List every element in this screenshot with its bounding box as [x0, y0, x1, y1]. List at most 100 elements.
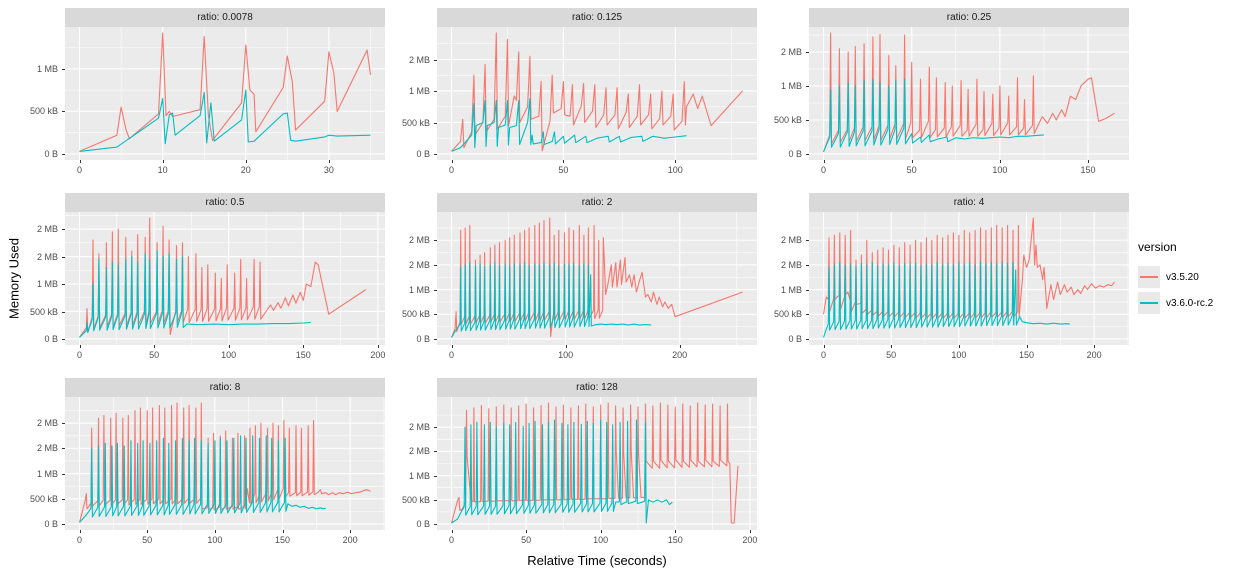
y-tick-label: 500 kB [29, 493, 58, 504]
y-tick-label: 2 MB [36, 418, 58, 429]
y-tick-label: 1 MB [780, 81, 802, 91]
x-tick-mark [1094, 345, 1096, 348]
x-tick-mark [79, 345, 81, 348]
y-tick-mark [62, 524, 65, 525]
y-tick-label: 1 MB [36, 468, 58, 479]
x-tick-label: 100 [992, 165, 1008, 175]
series-line-v3.6.0-rc.2 [451, 419, 673, 524]
y-tick-mark [434, 427, 437, 429]
y-tick-label: 2 MB [36, 224, 58, 234]
facet-strip-label: ratio: 0.125 [571, 12, 623, 23]
y-tick-label: 2 MB [780, 47, 802, 58]
x-tick-mark [679, 345, 681, 348]
facet-plot-ratio-0.125 [437, 27, 757, 160]
series-line-v3.6.0-rc.2 [451, 97, 687, 152]
x-tick-mark [162, 160, 164, 163]
facet-plot-ratio-0.0078 [65, 27, 385, 160]
x-tick-label: 0 [820, 165, 826, 175]
y-tick-mark [62, 339, 65, 340]
y-tick-label: 1 MB [36, 63, 58, 74]
line-swatch-icon [1140, 302, 1158, 304]
series-line-v3.5.20 [822, 32, 1115, 153]
x-tick-label: 0 [76, 535, 82, 545]
x-tick-label: 100 [558, 350, 574, 360]
x-tick-label: 200 [370, 350, 386, 360]
x-tick-label: 150 [1080, 165, 1096, 175]
y-tick-mark [62, 256, 65, 258]
x-tick-label: 100 [207, 535, 223, 545]
facet-strip-ratio-0.125: ratio: 0.125 [437, 8, 757, 27]
facet-strip-label: ratio: 4 [953, 197, 985, 208]
x-tick-mark [891, 345, 893, 348]
y-tick-label: 1 MB [36, 279, 58, 289]
x-tick-label: 200 [742, 535, 758, 545]
y-tick-label: 0 B [44, 334, 58, 344]
x-tick-mark [958, 345, 960, 348]
y-tick-mark [434, 289, 437, 291]
y-tick-mark [62, 284, 65, 285]
x-tick-mark [228, 345, 230, 348]
x-tick-mark [350, 530, 352, 533]
y-tick-label: 0 B [416, 519, 430, 529]
y-tick-label: 1 MB [408, 86, 430, 96]
y-tick-label: 0 B [788, 149, 802, 159]
y-tick-label: 2 MB [36, 251, 58, 262]
y-tick-mark [434, 339, 437, 340]
facet-plot-ratio-128 [437, 397, 757, 530]
facet-strip-label: ratio: 0.25 [946, 12, 992, 23]
y-tick-label: 1 MB [408, 470, 430, 481]
facet-strip-label: ratio: 2 [581, 197, 613, 208]
y-tick-mark [434, 475, 437, 477]
y-tick-mark [434, 499, 437, 501]
series-line-v3.6.0-rc.2 [822, 78, 1044, 153]
facet-plot-ratio-8 [65, 397, 385, 530]
y-tick-mark [434, 91, 437, 92]
y-tick-mark [806, 52, 809, 54]
legend: version v3.5.20 v3.6.0-rc.2 [1138, 240, 1244, 316]
y-tick-mark [62, 498, 65, 500]
x-tick-mark [451, 530, 453, 533]
y-tick-label: 0 B [44, 149, 58, 159]
facet-plot-ratio-4 [809, 212, 1129, 345]
x-tick-mark [245, 160, 247, 163]
y-tick-label: 500 kB [29, 106, 58, 117]
x-tick-label: 0 [76, 350, 82, 360]
series-line-v3.5.20 [451, 32, 743, 152]
y-tick-label: 0 B [416, 334, 430, 344]
x-tick-label: 50 [906, 165, 917, 175]
y-tick-label: 0 B [44, 519, 58, 529]
series-line-v3.6.0-rc.2 [79, 435, 326, 523]
series-line-v3.5.20 [450, 217, 743, 338]
x-tick-mark [79, 160, 81, 163]
x-tick-label: 200 [1086, 350, 1102, 360]
y-tick-mark [62, 229, 65, 230]
y-tick-label: 0 B [416, 149, 430, 159]
x-tick-label: 50 [521, 535, 532, 545]
series-line-v3.5.20 [79, 217, 367, 338]
x-tick-label: 150 [667, 535, 683, 545]
y-tick-mark [434, 451, 437, 453]
series-line-v3.5.20 [79, 32, 372, 152]
x-tick-mark [147, 530, 149, 533]
x-tick-label: 10 [157, 165, 168, 175]
y-tick-mark [434, 524, 437, 525]
y-tick-mark [434, 154, 437, 155]
series-line-v3.6.0-rc.2 [79, 89, 371, 152]
facet-strip-ratio-4: ratio: 4 [809, 193, 1129, 212]
facet-strip-label: ratio: 0.5 [205, 197, 245, 208]
y-tick-label: 500 kB [773, 309, 802, 320]
y-tick-mark [806, 120, 809, 121]
legend-title: version [1138, 240, 1177, 254]
y-tick-label: 500 kB [773, 115, 802, 125]
x-tick-label: 0 [820, 350, 826, 360]
facet-plot-ratio-0.5 [65, 212, 385, 345]
x-tick-mark [1026, 345, 1028, 348]
facet-plot-ratio-0.25 [809, 27, 1129, 160]
y-tick-label: 1 MB [408, 284, 430, 295]
y-tick-label: 2 MB [408, 54, 430, 65]
x-tick-mark [214, 530, 216, 533]
y-tick-mark [806, 289, 809, 291]
x-tick-label: 200 [672, 350, 688, 360]
series-line-v3.6.0-rc.2 [451, 261, 652, 338]
